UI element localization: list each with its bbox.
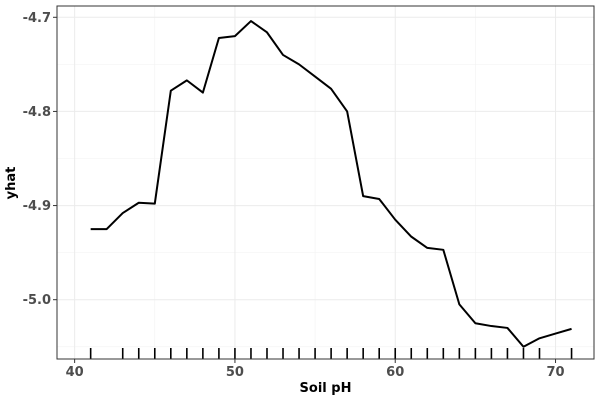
- plot-panel-border: [56, 5, 595, 360]
- data-point: [186, 80, 187, 81]
- data-point: [283, 54, 284, 55]
- series-group: [90, 20, 572, 348]
- data-point: [202, 92, 203, 93]
- data-point: [138, 202, 139, 203]
- data-point: [411, 236, 412, 237]
- data-point: [106, 229, 107, 230]
- x-axis-title: Soil pH: [300, 381, 352, 396]
- data-point: [379, 198, 380, 199]
- data-point: [347, 111, 348, 112]
- x-tick-label: 70: [546, 365, 564, 380]
- data-point: [571, 328, 572, 329]
- data-point: [154, 203, 155, 204]
- x-axis: 40 50 60 70: [66, 359, 565, 380]
- rug-marks: [89, 348, 573, 359]
- y-tick-label: -4.8: [23, 105, 51, 120]
- data-point: [395, 219, 396, 220]
- data-point: [555, 333, 556, 334]
- data-point: [427, 247, 428, 248]
- data-point: [170, 90, 171, 91]
- data-point: [331, 88, 332, 89]
- x-tick-label: 60: [386, 365, 404, 380]
- data-point: [491, 326, 492, 327]
- series-line: [90, 20, 572, 348]
- data-point: [459, 304, 460, 305]
- y-tick-label: -4.9: [23, 199, 51, 214]
- data-point: [266, 32, 267, 33]
- data-point: [299, 64, 300, 65]
- data-point: [507, 327, 508, 328]
- grid-minor: [57, 6, 594, 359]
- data-point: [475, 323, 476, 324]
- data-point: [315, 76, 316, 77]
- x-tick-label: 40: [66, 365, 84, 380]
- y-axis: -4.7 -4.8 -4.9 -5.0: [23, 11, 57, 308]
- y-tick-label: -5.0: [23, 293, 51, 308]
- data-point: [363, 196, 364, 197]
- data-point: [250, 21, 251, 22]
- data-point: [234, 36, 235, 37]
- data-point: [122, 213, 123, 214]
- x-tick-label: 50: [226, 365, 244, 380]
- data-point: [90, 229, 91, 230]
- data-point: [523, 346, 524, 347]
- data-point: [443, 249, 444, 250]
- y-tick-label: -4.7: [23, 11, 51, 26]
- grid-major: [57, 6, 594, 359]
- y-axis-title: yhat: [4, 167, 19, 200]
- data-point: [218, 38, 219, 39]
- data-point: [539, 338, 540, 339]
